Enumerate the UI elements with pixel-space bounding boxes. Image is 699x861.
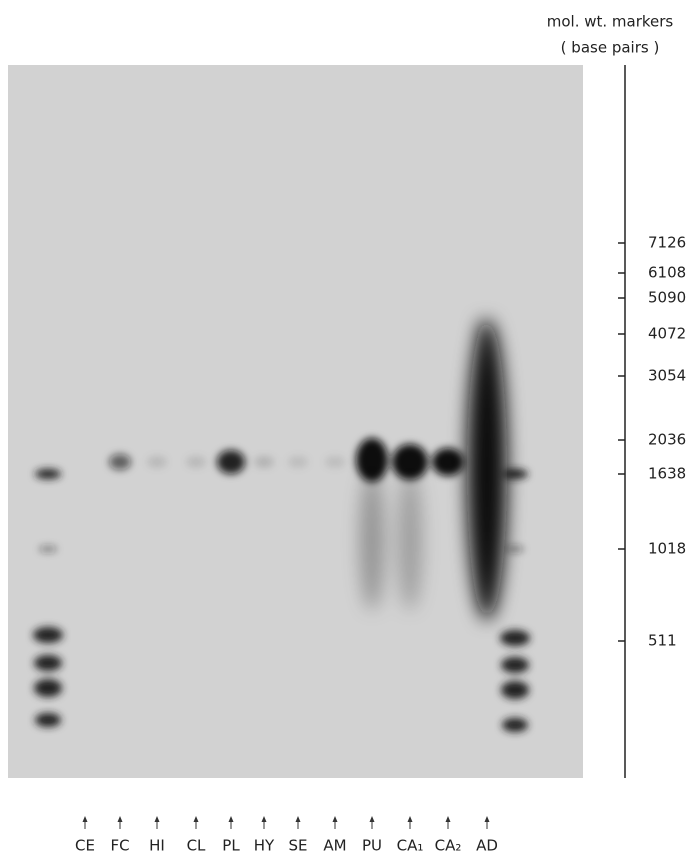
lane-arrowhead [445, 816, 451, 822]
lane-label: PU [362, 837, 382, 855]
marker-label: 6108 [648, 264, 686, 282]
lane-label: CA₁ [397, 837, 424, 855]
marker-label: 1638 [648, 465, 686, 483]
lane-label: CA₂ [435, 837, 462, 855]
lane-arrowhead [117, 816, 123, 822]
lane-arrowhead [369, 816, 375, 822]
lane-label: HY [254, 837, 275, 855]
lane-arrowhead [295, 816, 301, 822]
marker-label: 511 [648, 632, 677, 650]
marker-label: 3054 [648, 367, 686, 385]
lane-label: AM [323, 837, 346, 855]
marker-label: 5090 [648, 289, 686, 307]
marker-label: 7126 [648, 234, 686, 252]
lane-label: CL [187, 837, 206, 855]
marker-label: 4072 [648, 325, 686, 343]
lane-label: SE [289, 837, 308, 855]
lane-label: AD [476, 837, 498, 855]
marker-label: 1018 [648, 540, 686, 558]
axis-subtitle: ( base pairs ) [561, 39, 660, 57]
lane-arrowhead [332, 816, 338, 822]
lane-arrowhead [261, 816, 267, 822]
lane-arrowhead [407, 816, 413, 822]
lane-arrowhead [193, 816, 199, 822]
lane-arrowhead [484, 816, 490, 822]
lane-arrowhead [82, 816, 88, 822]
axis-title: mol. wt. markers [547, 13, 674, 31]
lane-arrowhead [228, 816, 234, 822]
lane-label: FC [110, 837, 129, 855]
marker-label: 2036 [648, 431, 686, 449]
lane-label: CE [75, 837, 95, 855]
lane-label: PL [222, 837, 240, 855]
gel-bands [33, 320, 530, 732]
lane-label: HI [149, 837, 165, 855]
lane-arrowhead [154, 816, 160, 822]
